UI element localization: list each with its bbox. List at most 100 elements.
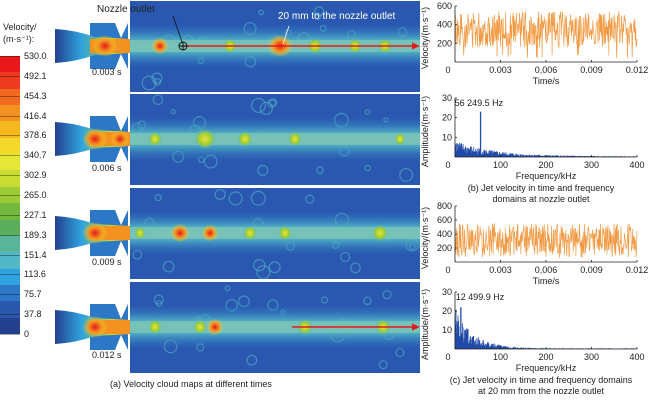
chart-caption: (c) Jet velocity in time and frequency d… (450, 375, 633, 385)
colorbar-swatch (0, 72, 20, 90)
y-tick-label: 200 (437, 38, 452, 48)
charts-panel: 0 0.003 0.006 0.009 0.012200400600Time/sVelo… (420, 1, 649, 396)
vortex (250, 97, 267, 113)
arrow-head (412, 323, 420, 331)
x-tick-label: 200 (538, 352, 553, 362)
colorbar-tick-label: 492.1 (24, 70, 47, 81)
x-tick-label: 0.009 (580, 65, 603, 75)
velocity-spot (243, 225, 257, 241)
colorbar (0, 56, 20, 335)
colorbar-tick (0, 334, 20, 335)
velocity-series-line (454, 223, 638, 258)
chart-caption: domains at nozzle outlet (492, 194, 590, 204)
x-tick-label: 0.012 (626, 65, 649, 75)
y-axis-label: Velocity/(m·s⁻¹) (420, 207, 430, 269)
colorbar-swatch (0, 121, 20, 139)
colorbar-swatch (0, 268, 20, 286)
chamber-notch (115, 210, 128, 225)
colorbar-tick (0, 115, 20, 117)
x-axis-label: Frequency/kHz (516, 363, 577, 373)
vortex (253, 259, 266, 272)
time-label-0003: 0.003 s (92, 67, 122, 77)
y-axis-label: Amplitude/(m·s⁻¹) (420, 289, 430, 360)
nozzle-outlet-leader (172, 15, 183, 43)
velocity-spot (82, 315, 108, 339)
chamber-notch (115, 23, 128, 38)
y-tick-label: 20 (442, 113, 452, 123)
velocity-spot (92, 34, 118, 58)
vortex (268, 261, 281, 274)
colorbar-swatch (0, 252, 20, 270)
colorbar-tick-label: 454.3 (24, 90, 47, 101)
y-tick-label: 10 (442, 132, 452, 142)
velocity-spot (151, 37, 169, 55)
velocity-spot (371, 224, 389, 242)
x-tick-label: 100 (493, 160, 508, 170)
colorbar-tick-label: 302.9 (24, 170, 47, 181)
vortex (259, 101, 273, 115)
colorbar-tick-label: 530.0 (24, 51, 47, 61)
chamber-notch (115, 147, 128, 162)
vortex (267, 98, 277, 108)
chamber-notch (115, 304, 128, 319)
colorbar-swatch (0, 235, 20, 253)
velocity-spot (193, 128, 217, 150)
vortex (228, 191, 243, 206)
peak-frequency-label: 56 249.5 Hz (455, 98, 504, 108)
y-tick-label: 600 (437, 1, 452, 11)
peak-frequency-label: 12 499.9 Hz (456, 292, 505, 302)
y-tick-label: 800 (437, 201, 452, 211)
colorbar-swatch (0, 219, 20, 237)
amplitude-spectrum (454, 111, 638, 157)
jet-core (130, 133, 420, 145)
y-tick-label: 400 (437, 20, 452, 30)
x-tick-label: 100 (493, 352, 508, 362)
x-axis-label: Time/s (533, 76, 560, 86)
colorbar-swatch (0, 186, 20, 204)
velocity-spot (201, 224, 219, 242)
velocity-spot (148, 131, 162, 147)
velocity-spot (134, 226, 146, 240)
velocity-spot (82, 127, 108, 151)
chamber-notch (115, 335, 128, 350)
colorbar-tick (0, 314, 20, 316)
velocity-spot (82, 221, 108, 245)
vortex (224, 285, 231, 292)
colorbar-swatch (0, 154, 20, 171)
colorbar-tick (0, 135, 20, 137)
velocity-spot (278, 225, 292, 241)
colorbar-tick-label: 416.4 (24, 110, 47, 121)
vortex (382, 290, 392, 300)
x-tick-label: 300 (584, 160, 599, 170)
vortex (269, 98, 278, 107)
x-tick-label: 0 (445, 65, 450, 75)
velocity-spot (237, 131, 253, 147)
vortex (153, 294, 164, 305)
velocity-spot (170, 223, 190, 243)
velocity-spot (193, 319, 207, 335)
vortex (153, 78, 162, 86)
vortex (170, 109, 176, 115)
colorbar-swatch (0, 105, 20, 122)
colorbar-title-line1: Velocity/ (3, 22, 37, 32)
colorbar-tick (0, 254, 20, 256)
caption-a: (a) Velocity cloud maps at different tim… (110, 379, 272, 389)
y-tick-label: 30 (442, 93, 452, 103)
y-tick-label: 200 (437, 243, 452, 253)
colorbar-tick-label: 151.4 (24, 249, 47, 260)
colorbar-tick (0, 56, 20, 57)
vortex (250, 190, 266, 206)
velocity-spot (206, 318, 224, 336)
arrow-head (412, 42, 420, 50)
vortex (152, 94, 164, 106)
velocity-spot (148, 319, 162, 335)
x-tick-label: 0 (445, 265, 450, 275)
x-tick-label: 400 (629, 160, 644, 170)
amplitude-spectrum (454, 307, 638, 349)
x-tick-label: 0.006 (535, 65, 558, 75)
vortex (258, 9, 264, 16)
colorbar-swatch (0, 56, 20, 73)
colorbar-swatch (0, 317, 20, 335)
colorbar-swatch (0, 88, 20, 106)
x-tick-label: 0.006 (535, 265, 558, 275)
